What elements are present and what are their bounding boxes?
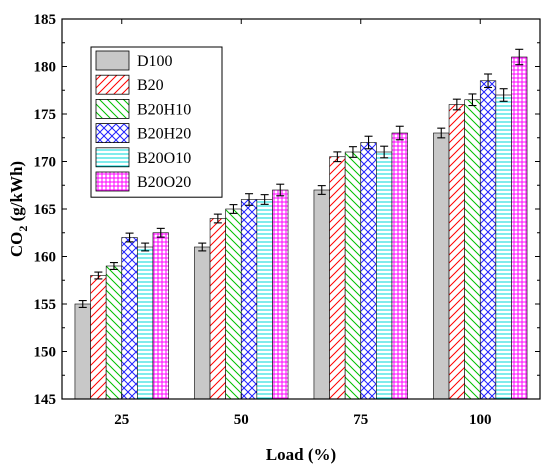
error-bar-b20h20-75 <box>364 135 373 150</box>
error-bar-b20o10-75 <box>380 145 389 159</box>
error-bar-b20o10-100 <box>499 88 508 102</box>
bar-b20o10-75 <box>376 151 393 400</box>
error-bar-b20o20-100 <box>515 48 524 66</box>
bar-b20h20-75 <box>360 142 377 400</box>
legend-swatch-b20o20 <box>95 171 130 192</box>
y-tick-label-160: 160 <box>34 250 57 266</box>
legend-label-b20o20: B20O20 <box>137 174 191 191</box>
x-tick-label-25: 25 <box>114 412 129 428</box>
y-tick-label-155: 155 <box>34 297 57 313</box>
bar-d100-50 <box>194 246 211 400</box>
y-tick-label-175: 175 <box>34 107 57 123</box>
error-bar-b20h10-75 <box>348 146 357 158</box>
error-bar-b20h20-25 <box>125 232 134 243</box>
error-bar-b20h10-50 <box>229 204 238 214</box>
error-bar-b20o20-50 <box>276 183 285 197</box>
bars-layer <box>74 48 528 400</box>
error-bar-b20h20-100 <box>484 73 493 89</box>
y-tick-label-165: 165 <box>34 202 57 218</box>
bar-b20h10-100 <box>464 99 481 400</box>
y-tick-label-180: 180 <box>34 60 57 76</box>
legend-label-b20: B20 <box>137 77 164 94</box>
bar-b20o20-25 <box>152 232 169 400</box>
bar-b20h10-75 <box>344 151 362 400</box>
legend-label-b20o10: B20O10 <box>137 150 191 167</box>
ticks-layer: 145 150 155 160 165 170 175 180 185 25 50 75 100 <box>34 12 540 428</box>
bar-b20-50 <box>209 218 226 400</box>
error-bar-b20h10-100 <box>468 93 477 107</box>
y-axis-title-main: CO <box>7 232 26 258</box>
x-axis-title: Load (%) <box>266 445 336 464</box>
legend-label-d100: D100 <box>137 53 173 70</box>
error-bar-b20o10-50 <box>260 194 269 205</box>
x-tick-label-50: 50 <box>234 412 249 428</box>
error-bar-b20o20-75 <box>395 125 404 141</box>
error-bar-d100-25 <box>78 300 87 308</box>
bar-b20-75 <box>329 156 346 400</box>
error-bar-d100-100 <box>437 127 446 139</box>
bar-b20h10-25 <box>105 265 123 400</box>
bar-d100-75 <box>313 189 330 400</box>
y-tick-label-185: 185 <box>34 12 57 28</box>
error-bar-b20o10-25 <box>141 242 150 252</box>
error-bar-d100-50 <box>198 242 207 252</box>
bar-b20o20-100 <box>511 56 528 400</box>
x-tick-label-100: 100 <box>469 412 492 428</box>
bar-b20-25 <box>90 275 107 400</box>
error-bar-b20-25 <box>94 271 103 280</box>
legend: D100 B20 B20H10 B20H20 B20O10 B20O20 <box>90 46 223 198</box>
error-bar-d100-75 <box>317 185 326 195</box>
bar-d100-25 <box>74 303 91 400</box>
bar-b20-100 <box>448 104 465 400</box>
bar-b20o20-75 <box>391 132 408 400</box>
error-bar-b20h20-50 <box>245 193 254 206</box>
legend-swatch-b20h10 <box>95 99 130 119</box>
error-bar-b20o20-25 <box>156 227 165 238</box>
bar-b20h20-50 <box>240 199 258 400</box>
bar-b20h10-50 <box>225 208 242 400</box>
y-axis-title: CO2 (g/kWh) <box>7 161 30 257</box>
y-tick-label-170: 170 <box>34 155 57 171</box>
legend-swatch-b20 <box>95 74 130 95</box>
bar-d100-100 <box>433 132 450 400</box>
error-bar-b20-75 <box>333 151 342 163</box>
legend-label-b20h20: B20H20 <box>137 126 191 143</box>
bar-b20o10-50 <box>256 199 273 400</box>
bar-b20o20-50 <box>272 189 289 400</box>
bar-b20o10-25 <box>137 246 154 400</box>
error-bar-b20h10-25 <box>109 262 118 270</box>
y-axis-title-subscript: 2 <box>16 226 30 232</box>
legend-swatch-b20o10 <box>95 147 130 168</box>
y-axis-title-unit: (g/kWh) <box>7 161 26 226</box>
legend-swatch-b20h20 <box>95 123 130 143</box>
y-tick-label-145: 145 <box>34 392 57 408</box>
bar-b20h20-100 <box>479 80 497 400</box>
legend-label-b20h10: B20H10 <box>137 101 191 118</box>
error-bar-b20-100 <box>452 98 461 111</box>
bar-b20h20-25 <box>121 237 138 400</box>
bar-b20o10-100 <box>495 94 512 400</box>
error-bar-b20-50 <box>213 213 222 224</box>
x-tick-label-75: 75 <box>353 412 368 428</box>
y-tick-label-150: 150 <box>34 345 57 361</box>
legend-swatch-d100 <box>95 50 130 71</box>
